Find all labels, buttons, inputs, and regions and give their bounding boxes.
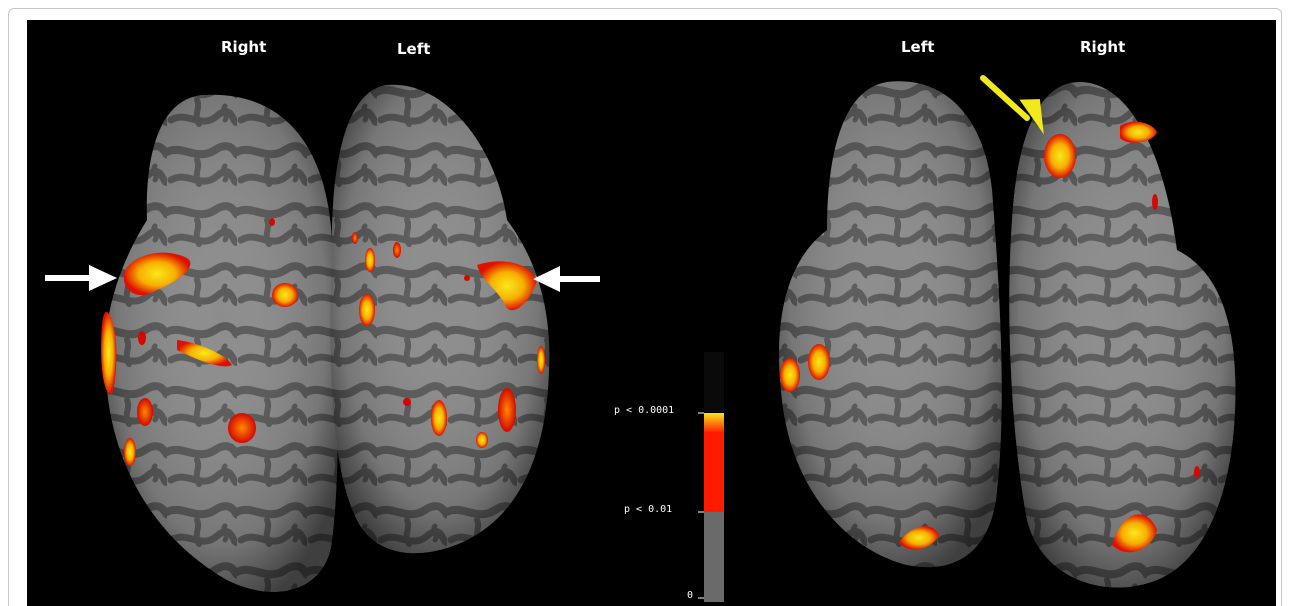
label-right-right-view: Right xyxy=(1080,38,1126,56)
hemisphere-left-dorsal xyxy=(330,84,550,554)
scale-label-zero: 0 xyxy=(687,590,694,601)
brain-surface-illustration xyxy=(45,75,1236,602)
hemisphere-right-dorsal xyxy=(104,94,338,592)
activation-clusters-right-view xyxy=(780,121,1200,553)
label-left-right-view: Left xyxy=(901,38,935,56)
activation-clusters-left-view xyxy=(101,218,545,466)
hemisphere-left-lateral xyxy=(779,81,1002,568)
label-left-left-view: Left xyxy=(397,40,431,58)
brain-figure-panel: Right Left Left Right p < 0.0001 p < 0.0… xyxy=(27,20,1276,606)
label-right-left-view: Right xyxy=(221,38,267,56)
arrow-down-right-icon xyxy=(980,75,1044,135)
scale-label-high: p < 0.0001 xyxy=(614,405,675,416)
arrow-left-icon xyxy=(533,266,600,292)
arrow-right-icon xyxy=(45,265,117,291)
scale-label-mid: p < 0.01 xyxy=(624,504,673,515)
color-scale-bar xyxy=(698,352,724,602)
hemisphere-right-lateral xyxy=(1009,81,1236,588)
